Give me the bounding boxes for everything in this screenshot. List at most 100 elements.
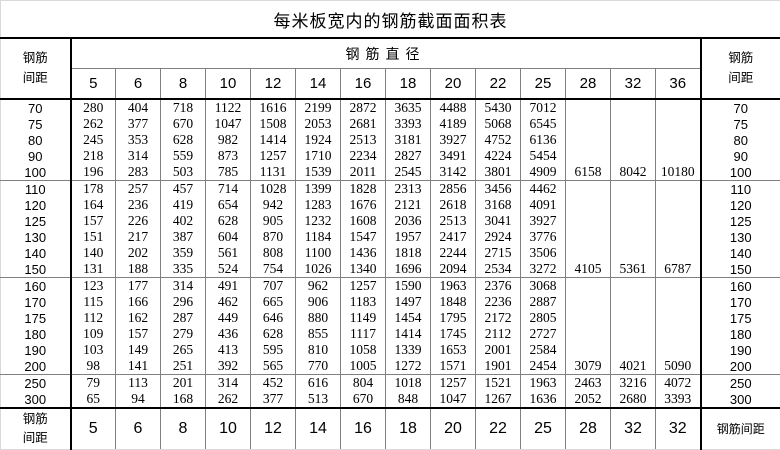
cell-250-6: 113 <box>115 374 161 391</box>
cell-200-16: 1005 <box>340 358 386 375</box>
cell-200-8: 251 <box>160 358 206 375</box>
cell-70-20: 4488 <box>430 99 476 116</box>
cell-125-10: 628 <box>205 213 251 229</box>
cell-250-5: 79 <box>70 374 116 391</box>
cell-150-16: 1340 <box>340 261 386 278</box>
cell-100-6: 283 <box>115 164 161 181</box>
row-spacing-160: 160 <box>0 277 72 294</box>
cell-80-32 <box>610 132 656 148</box>
header-diameter-36: 36 <box>655 68 701 100</box>
cell-75-16: 2681 <box>340 116 386 132</box>
cell-180-32 <box>610 326 656 342</box>
cell-190-25: 2584 <box>520 342 566 358</box>
footer-diameter-8: 20 <box>430 407 476 450</box>
cell-300-16: 670 <box>340 391 386 409</box>
table-row: 75 262 377 670 1047 1508 2053 2681 3393 4189 5068 6… <box>0 116 780 132</box>
row-spacing-90: 90 <box>0 148 72 164</box>
cell-180-18: 1414 <box>385 326 431 342</box>
cell-125-20: 2513 <box>430 213 476 229</box>
table-row: 170 115 166 296 462 665 906 1183 1497 1848 2236 288… <box>0 294 780 310</box>
cell-300-5: 65 <box>70 391 116 409</box>
footer-diameter-12: 32 <box>610 407 656 450</box>
cell-175-10: 449 <box>205 310 251 326</box>
cell-70-18: 3635 <box>385 99 431 116</box>
cell-140-25: 3506 <box>520 245 566 261</box>
cell-110-36 <box>655 180 701 197</box>
row-spacing-75: 75 <box>0 116 72 132</box>
cell-150-36: 6787 <box>655 261 701 278</box>
row-spacing-right-300: 300 <box>699 391 780 409</box>
cell-120-25: 4091 <box>520 197 566 213</box>
cell-160-25: 3068 <box>520 277 566 294</box>
cell-75-12: 1508 <box>250 116 296 132</box>
cell-110-6: 257 <box>115 180 161 197</box>
cell-160-28 <box>565 277 611 294</box>
table-row: 150 131 188 335 524 754 1026 1340 1696 2094 2534 32… <box>0 261 780 278</box>
table-row: 90 218 314 559 873 1257 1710 2234 2827 3491 4224 54… <box>0 148 780 164</box>
cell-190-36 <box>655 342 701 358</box>
cell-140-20: 2244 <box>430 245 476 261</box>
cell-75-22: 5068 <box>475 116 521 132</box>
cell-200-20: 1571 <box>430 358 476 375</box>
cell-110-16: 1828 <box>340 180 386 197</box>
cell-190-20: 1653 <box>430 342 476 358</box>
table-row: 100 196 283 503 785 1131 1539 2011 2545 3142 3801 4… <box>0 164 780 181</box>
cell-300-25: 1636 <box>520 391 566 409</box>
cell-70-14: 2199 <box>295 99 341 116</box>
cell-190-8: 265 <box>160 342 206 358</box>
cell-200-32: 4021 <box>610 358 656 375</box>
cell-130-12: 870 <box>250 229 296 245</box>
cell-120-32 <box>610 197 656 213</box>
cell-120-14: 1283 <box>295 197 341 213</box>
cell-140-14: 1100 <box>295 245 341 261</box>
cell-100-32: 8042 <box>610 164 656 181</box>
cell-175-5: 112 <box>70 310 116 326</box>
cell-150-14: 1026 <box>295 261 341 278</box>
cell-170-32 <box>610 294 656 310</box>
cell-90-5: 218 <box>70 148 116 164</box>
cell-120-22: 3168 <box>475 197 521 213</box>
header-diameter-12: 12 <box>250 68 296 100</box>
cell-140-36 <box>655 245 701 261</box>
cell-175-20: 1795 <box>430 310 476 326</box>
cell-90-8: 559 <box>160 148 206 164</box>
cell-90-22: 4224 <box>475 148 521 164</box>
row-spacing-right-130: 130 <box>699 229 780 245</box>
cell-170-25: 2887 <box>520 294 566 310</box>
cell-190-22: 2001 <box>475 342 521 358</box>
cell-70-8: 718 <box>160 99 206 116</box>
cell-150-20: 2094 <box>430 261 476 278</box>
footer-spacing-label-left: 钢筋 间距 <box>0 407 72 450</box>
cell-75-14: 2053 <box>295 116 341 132</box>
table-row: 70 280 404 718 1122 1616 2199 2872 3635 4488 5430 7… <box>0 99 780 116</box>
cell-300-28: 2052 <box>565 391 611 409</box>
table-row: 140 140 202 359 561 808 1100 1436 1818 2244 2715 35… <box>0 245 780 261</box>
cell-180-25: 2727 <box>520 326 566 342</box>
cell-110-20: 2856 <box>430 180 476 197</box>
table-row: 250 79 113 201 314 452 616 804 1018 1257 1521 1963 2… <box>0 374 780 391</box>
cell-170-36 <box>655 294 701 310</box>
cell-300-22: 1267 <box>475 391 521 409</box>
row-spacing-right-125: 125 <box>699 213 780 229</box>
cell-150-25: 3272 <box>520 261 566 278</box>
cell-130-32 <box>610 229 656 245</box>
cell-250-16: 804 <box>340 374 386 391</box>
table-row: 300 65 94 168 262 377 513 670 848 1047 1267 1636 205… <box>0 391 780 409</box>
cell-175-36 <box>655 310 701 326</box>
table-row: 110 178 257 457 714 1028 1399 1828 2313 2856 3456 4… <box>0 180 780 197</box>
cell-110-12: 1028 <box>250 180 296 197</box>
cell-130-36 <box>655 229 701 245</box>
title-row: 每米板宽内的钢筋截面面积表 <box>0 0 780 39</box>
cell-180-36 <box>655 326 701 342</box>
cell-170-28 <box>565 294 611 310</box>
header-diameter-25: 25 <box>520 68 566 100</box>
cell-75-25: 6545 <box>520 116 566 132</box>
cell-175-16: 1149 <box>340 310 386 326</box>
cell-300-8: 168 <box>160 391 206 409</box>
cell-100-16: 2011 <box>340 164 386 181</box>
table-row: 80 245 353 628 982 1414 1924 2513 3181 3927 4752 61… <box>0 132 780 148</box>
cell-70-25: 7012 <box>520 99 566 116</box>
header-diameter-18: 18 <box>385 68 431 100</box>
